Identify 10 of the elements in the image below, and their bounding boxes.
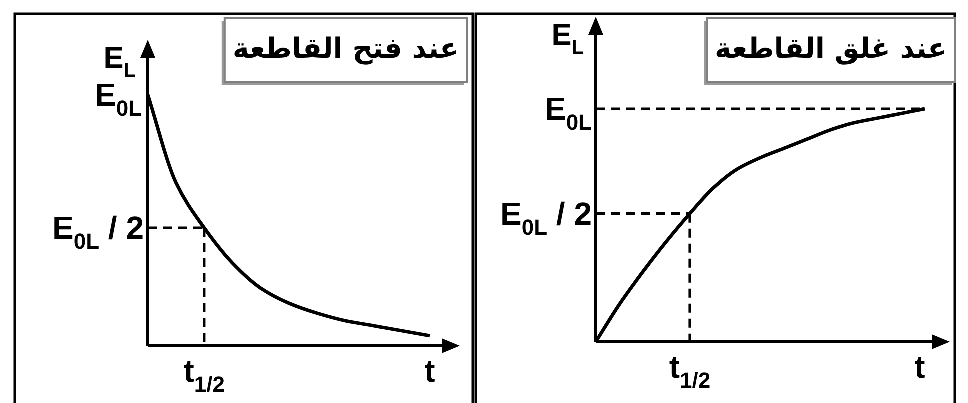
ref-line-label: E$_{0L}$ / 2 [52,210,144,254]
chart-title: عند فتح القاطعة [232,32,459,65]
x-axis-title: t [424,353,436,389]
x-axis-title: t [914,349,926,385]
annotation: t$_{1/2}$ [184,353,226,397]
ref-line-label: E$_{0L}$ / 2 [500,196,592,240]
ref-line-label: E$_{0L}$ [544,91,592,135]
y-axis-title: E$_{L}$ [552,19,584,59]
annotation: t$_{1/2}$ [669,349,711,393]
chart-title: عند غلق القاطعة [715,32,947,65]
